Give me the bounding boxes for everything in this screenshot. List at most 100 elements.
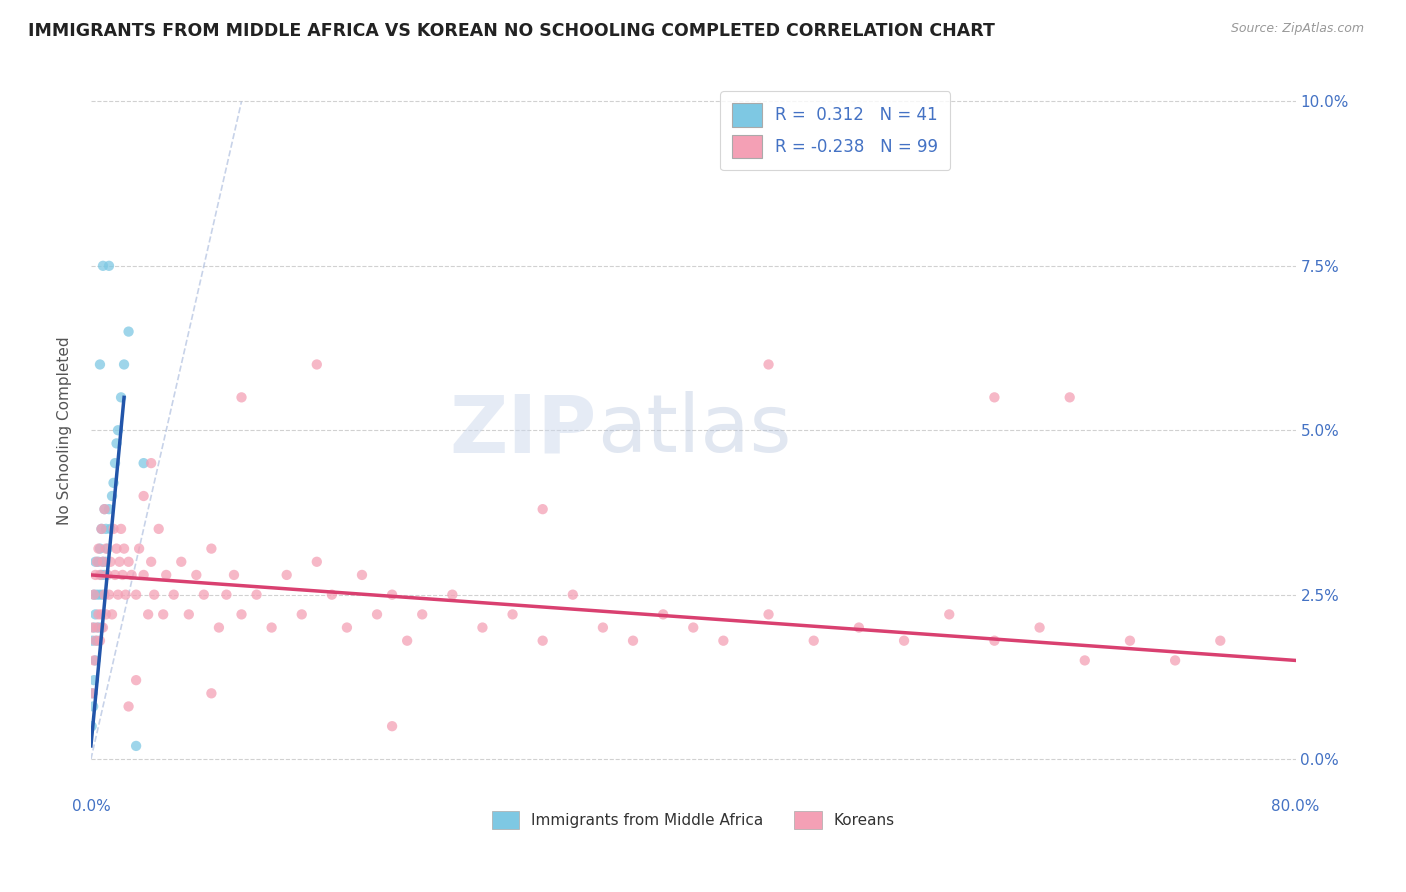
Point	[96, 568, 118, 582]
Point	[381, 719, 404, 733]
Point	[82, 699, 104, 714]
Point	[652, 607, 675, 622]
Point	[96, 541, 118, 556]
Point	[1164, 653, 1187, 667]
Point	[83, 673, 105, 688]
Point	[1059, 390, 1081, 404]
Y-axis label: No Schooling Completed: No Schooling Completed	[58, 336, 72, 524]
Point	[86, 633, 108, 648]
Point	[1119, 633, 1142, 648]
Point	[83, 621, 105, 635]
Point	[711, 633, 734, 648]
Point	[84, 555, 107, 569]
Point	[83, 588, 105, 602]
Point	[117, 555, 139, 569]
Point	[222, 568, 245, 582]
Point	[136, 607, 159, 622]
Point	[186, 568, 208, 582]
Point	[471, 621, 494, 635]
Point	[682, 621, 704, 635]
Point	[105, 436, 128, 450]
Point	[104, 568, 127, 582]
Point	[83, 653, 105, 667]
Point	[80, 719, 103, 733]
Point	[93, 588, 115, 602]
Point	[125, 588, 148, 602]
Point	[94, 607, 117, 622]
Point	[89, 588, 111, 602]
Point	[396, 633, 419, 648]
Point	[350, 568, 373, 582]
Point	[110, 390, 132, 404]
Point	[107, 423, 129, 437]
Point	[848, 621, 870, 635]
Point	[245, 588, 267, 602]
Point	[82, 686, 104, 700]
Point	[111, 568, 134, 582]
Point	[87, 555, 110, 569]
Point	[98, 502, 121, 516]
Point	[84, 568, 107, 582]
Point	[83, 588, 105, 602]
Point	[125, 673, 148, 688]
Point	[101, 489, 124, 503]
Point	[84, 653, 107, 667]
Point	[125, 739, 148, 753]
Point	[82, 621, 104, 635]
Point	[89, 633, 111, 648]
Point	[121, 568, 143, 582]
Point	[89, 358, 111, 372]
Point	[132, 456, 155, 470]
Point	[98, 259, 121, 273]
Point	[215, 588, 238, 602]
Point	[100, 522, 122, 536]
Point	[107, 588, 129, 602]
Point	[103, 522, 125, 536]
Point	[86, 588, 108, 602]
Point	[200, 686, 222, 700]
Point	[87, 621, 110, 635]
Point	[305, 358, 328, 372]
Point	[336, 621, 359, 635]
Point	[441, 588, 464, 602]
Point	[104, 456, 127, 470]
Point	[93, 568, 115, 582]
Point	[381, 588, 404, 602]
Point	[101, 607, 124, 622]
Point	[89, 568, 111, 582]
Point	[91, 555, 114, 569]
Point	[276, 568, 298, 582]
Point	[143, 588, 166, 602]
Point	[1028, 621, 1050, 635]
Point	[82, 686, 104, 700]
Point	[231, 607, 253, 622]
Point	[110, 522, 132, 536]
Point	[592, 621, 614, 635]
Point	[108, 555, 131, 569]
Point	[91, 555, 114, 569]
Point	[193, 588, 215, 602]
Point	[1074, 653, 1097, 667]
Text: ZIP: ZIP	[450, 392, 598, 469]
Point	[84, 607, 107, 622]
Point	[94, 522, 117, 536]
Point	[155, 568, 177, 582]
Point	[91, 588, 114, 602]
Point	[91, 621, 114, 635]
Point	[103, 475, 125, 490]
Point	[86, 555, 108, 569]
Point	[87, 607, 110, 622]
Point	[152, 607, 174, 622]
Point	[621, 633, 644, 648]
Point	[141, 555, 163, 569]
Point	[82, 633, 104, 648]
Text: IMMIGRANTS FROM MIDDLE AFRICA VS KOREAN NO SCHOOLING COMPLETED CORRELATION CHART: IMMIGRANTS FROM MIDDLE AFRICA VS KOREAN …	[28, 22, 995, 40]
Point	[90, 522, 112, 536]
Point	[148, 522, 170, 536]
Point	[758, 358, 780, 372]
Point	[938, 607, 960, 622]
Point	[117, 699, 139, 714]
Point	[112, 541, 135, 556]
Text: atlas: atlas	[598, 392, 792, 469]
Point	[163, 588, 186, 602]
